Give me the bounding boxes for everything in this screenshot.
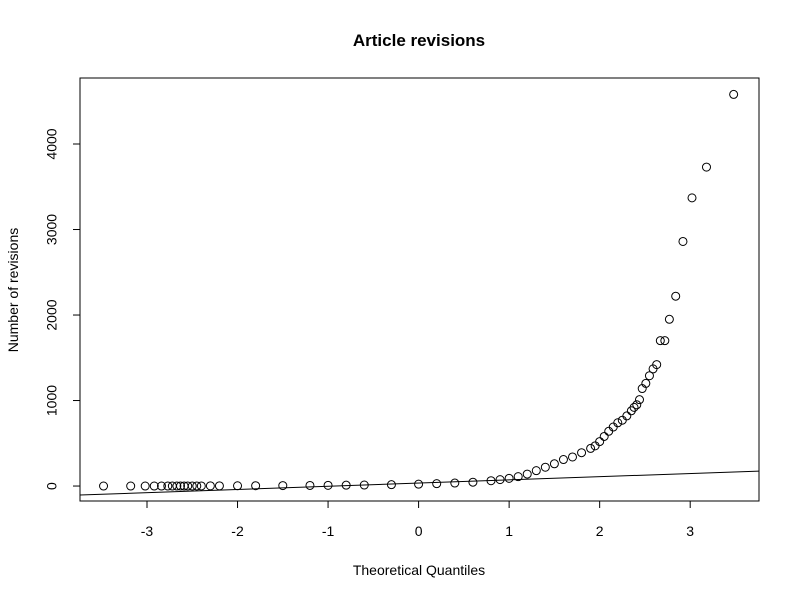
- point: [664, 314, 674, 324]
- point: [660, 336, 670, 346]
- y-tick-label: 4000: [44, 128, 60, 159]
- point: [468, 477, 478, 487]
- point: [549, 459, 559, 469]
- y-tick-label: 0: [44, 482, 60, 490]
- point: [522, 469, 532, 479]
- point: [729, 89, 739, 99]
- point: [205, 481, 215, 491]
- point: [323, 480, 333, 490]
- point: [701, 162, 711, 172]
- x-tick-label: -1: [322, 523, 335, 539]
- point: [175, 481, 185, 491]
- x-tick-label: 2: [596, 523, 604, 539]
- point: [126, 481, 136, 491]
- x-tick-label: 0: [415, 523, 423, 539]
- point: [172, 481, 182, 491]
- point: [432, 479, 442, 489]
- point: [504, 473, 514, 483]
- x-tick-label: 3: [686, 523, 694, 539]
- point: [568, 452, 578, 462]
- point: [450, 478, 460, 488]
- point: [652, 360, 662, 370]
- y-tick-label: 1000: [44, 385, 60, 416]
- point: [163, 481, 173, 491]
- point: [140, 481, 150, 491]
- point: [305, 480, 315, 490]
- point: [99, 481, 109, 491]
- point: [196, 481, 206, 491]
- chart-title: Article revisions: [353, 31, 485, 50]
- point: [644, 371, 654, 381]
- point: [187, 481, 197, 491]
- point: [634, 395, 644, 405]
- point: [641, 378, 651, 388]
- point: [414, 479, 424, 489]
- point: [156, 481, 166, 491]
- point: [599, 431, 609, 441]
- point: [671, 291, 681, 301]
- point: [629, 402, 639, 412]
- point: [558, 455, 568, 465]
- reference-line: [80, 470, 759, 496]
- y-tick-label: 3000: [44, 214, 60, 245]
- point: [595, 437, 605, 447]
- point: [278, 481, 288, 491]
- point: [678, 236, 688, 246]
- point: [540, 462, 550, 472]
- point: [577, 448, 587, 458]
- point: [687, 193, 697, 203]
- y-axis-label: Number of revisions: [5, 228, 21, 353]
- point: [613, 418, 623, 428]
- x-axis-label: Theoretical Quantiles: [353, 562, 485, 578]
- point: [183, 481, 193, 491]
- point: [192, 481, 202, 491]
- x-tick-label: 1: [505, 523, 513, 539]
- point: [513, 472, 523, 482]
- y-tick-label: 2000: [44, 299, 60, 330]
- point: [251, 481, 261, 491]
- x-tick-label: -3: [141, 523, 154, 539]
- point: [655, 336, 665, 346]
- point: [622, 411, 632, 421]
- point: [531, 466, 541, 476]
- point: [632, 400, 642, 410]
- x-tick-label: -2: [231, 523, 244, 539]
- point: [586, 443, 596, 453]
- point: [149, 481, 159, 491]
